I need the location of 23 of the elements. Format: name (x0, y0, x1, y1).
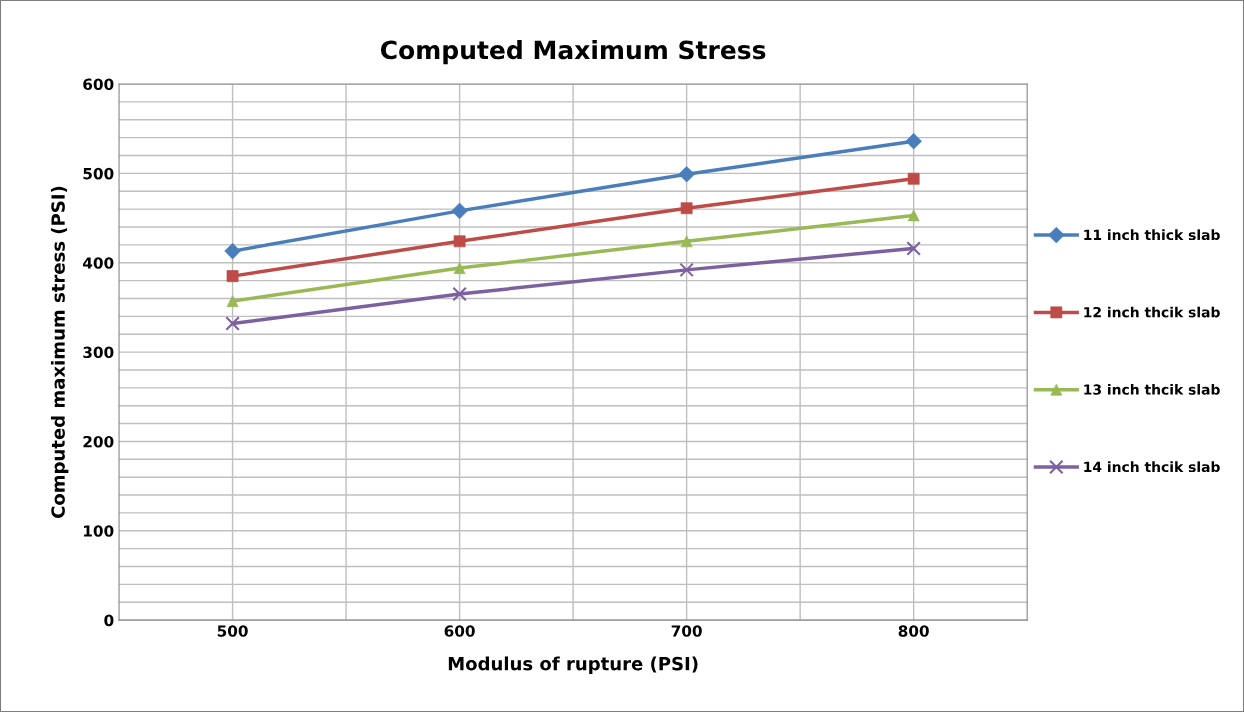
y-tick-label: 500 (83, 167, 114, 180)
point (905, 133, 922, 150)
x-tick-label: 600 (444, 625, 475, 637)
y-tick-label: 400 (82, 257, 114, 269)
x-tick-label: 700 (671, 625, 702, 637)
point (906, 241, 921, 256)
legend-label: 13 inch thcik slab (1084, 384, 1220, 395)
legend-label: 11 inch thick slab (1084, 229, 1220, 241)
x-axis-title: Modulus of rupture (PSI) (448, 656, 698, 674)
x-tick-label: 500 (217, 625, 248, 637)
y-tick-label: 300 (83, 346, 114, 359)
y-tick-label: 200 (83, 435, 114, 448)
point (452, 286, 467, 302)
point (225, 316, 240, 331)
legend-label: 12 inch thcik slab (1084, 306, 1220, 318)
point (679, 262, 694, 278)
legend-label: 14 inch thcik slab (1084, 461, 1220, 473)
chart-title: Computed Maximum Stress (380, 40, 766, 65)
y-tick-label: 0 (104, 614, 114, 627)
y-tick-label: 600 (83, 78, 114, 91)
y-axis-title: Computed maximum stress (PSI) (50, 186, 69, 519)
y-tick-label: 100 (84, 525, 114, 537)
x-tick-label: 800 (898, 625, 929, 637)
